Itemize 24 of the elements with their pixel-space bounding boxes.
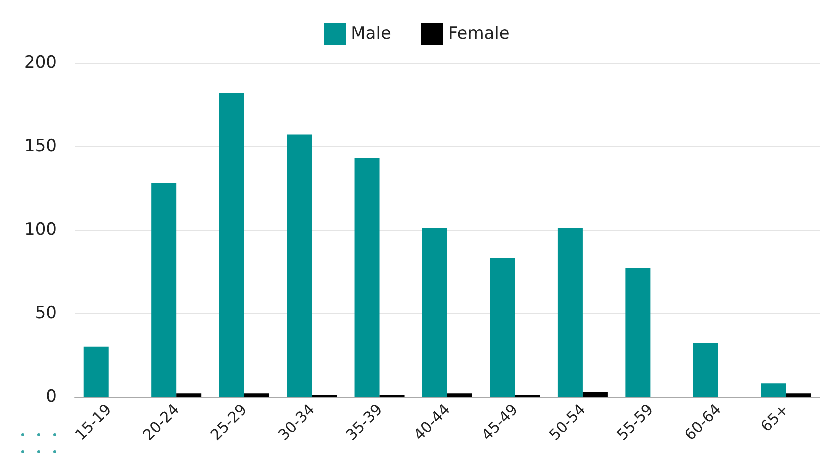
y-tick-label: 100 <box>24 220 57 240</box>
x-tick-label: 65+ <box>757 400 792 436</box>
bar <box>354 158 380 397</box>
bar <box>422 228 448 397</box>
legend-label: Male <box>351 24 392 44</box>
bar <box>84 346 109 397</box>
legend-label: Female <box>448 24 510 44</box>
y-tick-label: 0 <box>46 387 57 407</box>
bar <box>244 394 270 397</box>
y-tick-label: 200 <box>24 53 57 73</box>
bar <box>626 268 651 397</box>
bar <box>448 394 472 397</box>
bar <box>176 394 202 397</box>
bar <box>582 392 608 397</box>
bar <box>693 344 718 397</box>
bar <box>490 258 516 397</box>
bar <box>558 228 583 397</box>
bar <box>219 93 244 397</box>
bar <box>287 134 312 397</box>
bar <box>152 183 177 397</box>
y-tick-label: 150 <box>24 136 57 156</box>
bar <box>761 384 786 397</box>
y-tick-label: 50 <box>35 304 57 324</box>
bar <box>786 394 812 397</box>
